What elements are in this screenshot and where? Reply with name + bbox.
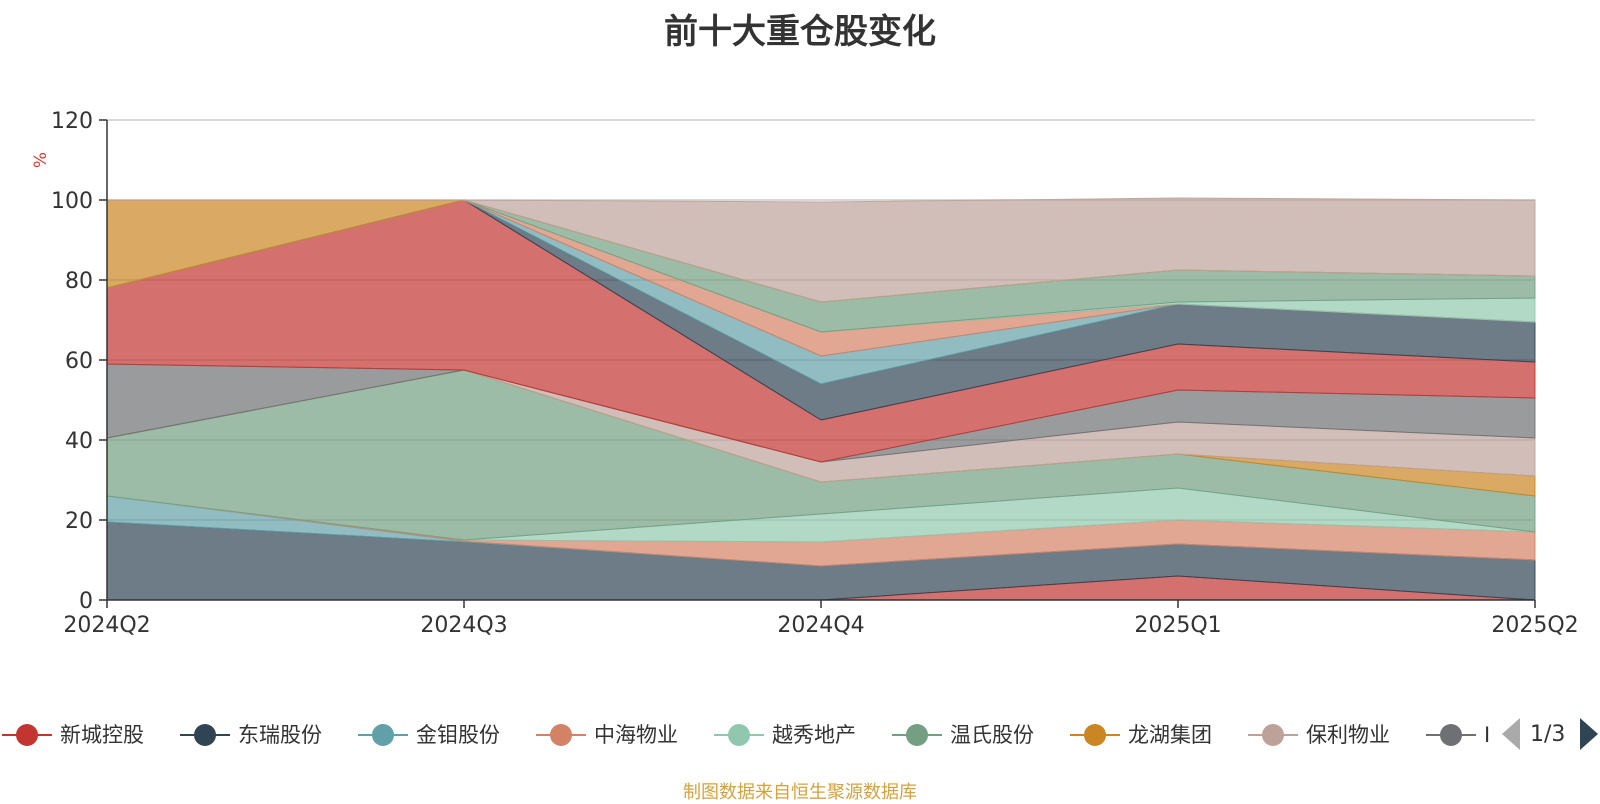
x-tick-label: 2024Q2 bbox=[63, 613, 150, 638]
legend-label: 中海物业 bbox=[594, 723, 678, 747]
source-note: 制图数据来自恒生聚源数据库 bbox=[683, 782, 917, 803]
axes: 0 20 40 60 80 100 120 2024Q2 2024Q3 2024Q4 2025Q1 2… bbox=[51, 109, 1579, 638]
legend-swatch-icon bbox=[536, 724, 586, 746]
legend-swatch-icon bbox=[2, 724, 52, 746]
legend-swatch-icon bbox=[892, 724, 942, 746]
legend-label: 新城控股 bbox=[60, 723, 144, 747]
y-tick-label: 60 bbox=[65, 349, 93, 374]
legend-label: 东瑞股份 bbox=[238, 723, 322, 747]
legend-swatch-icon bbox=[1070, 724, 1120, 746]
legend-label: 温氏股份 bbox=[950, 723, 1034, 747]
y-tick-label: 120 bbox=[51, 109, 93, 134]
area-series-group bbox=[106, 197, 1536, 601]
x-tick-label: 2024Q4 bbox=[777, 613, 864, 638]
y-tick-label: 20 bbox=[65, 509, 93, 534]
y-axis-label: % bbox=[31, 152, 51, 168]
next-page-icon[interactable] bbox=[1578, 716, 1600, 752]
y-tick-label: 100 bbox=[51, 189, 93, 214]
legend-swatch-icon bbox=[180, 724, 230, 746]
y-tick-label: 80 bbox=[65, 269, 93, 294]
legend-label: 金钼股份 bbox=[416, 723, 500, 747]
x-tick-label: 2025Q1 bbox=[1134, 613, 1221, 638]
legend-page-indicator: 1/3 bbox=[1530, 722, 1566, 747]
y-tick-label: 0 bbox=[79, 589, 93, 614]
prev-page-icon[interactable] bbox=[1500, 716, 1522, 752]
x-tick-label: 2024Q3 bbox=[420, 613, 507, 638]
legend-swatch-icon bbox=[1426, 724, 1476, 746]
legend-label: I bbox=[1484, 723, 1491, 747]
legend-swatch-icon bbox=[358, 724, 408, 746]
legend-label: 龙湖集团 bbox=[1128, 723, 1212, 747]
legend-label: 越秀地产 bbox=[772, 723, 856, 747]
chart-title: 前十大重仓股变化 bbox=[664, 12, 936, 52]
area-series bbox=[107, 197, 1536, 303]
legend-swatch-icon bbox=[714, 724, 764, 746]
x-tick-label: 2025Q2 bbox=[1491, 613, 1578, 638]
legend-label: 保利物业 bbox=[1306, 723, 1390, 747]
stacked-area-chart: 0 20 40 60 80 100 120 2024Q2 2024Q3 2024Q4 2025Q1 2… bbox=[31, 109, 1579, 638]
y-tick-label: 40 bbox=[65, 429, 93, 454]
legend-swatch-icon bbox=[1248, 724, 1298, 746]
